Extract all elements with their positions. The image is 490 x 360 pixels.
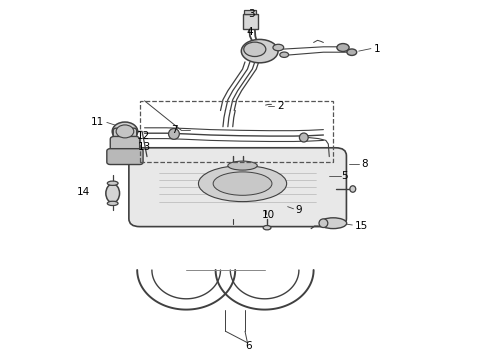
Ellipse shape [213, 172, 272, 195]
Ellipse shape [106, 184, 120, 203]
Text: 6: 6 [245, 341, 252, 351]
Ellipse shape [107, 181, 118, 185]
FancyBboxPatch shape [110, 136, 140, 155]
Text: 11: 11 [91, 117, 104, 127]
Text: 3: 3 [248, 9, 255, 19]
Ellipse shape [280, 52, 289, 57]
Ellipse shape [319, 219, 328, 228]
Ellipse shape [299, 133, 308, 142]
Text: 1: 1 [373, 44, 380, 54]
Ellipse shape [319, 218, 347, 229]
FancyBboxPatch shape [129, 148, 346, 227]
Text: 13: 13 [138, 142, 151, 152]
Text: 8: 8 [362, 159, 368, 169]
Ellipse shape [273, 44, 284, 51]
Ellipse shape [263, 225, 271, 230]
Ellipse shape [242, 40, 278, 63]
Text: 5: 5 [342, 171, 348, 181]
Ellipse shape [337, 44, 349, 51]
Ellipse shape [350, 186, 356, 192]
Bar [140, 101, 333, 162]
Ellipse shape [198, 166, 287, 202]
Bar [243, 14, 258, 29]
Ellipse shape [116, 125, 134, 138]
Text: 14: 14 [77, 186, 90, 197]
Ellipse shape [228, 161, 257, 170]
Ellipse shape [347, 49, 357, 55]
Ellipse shape [112, 122, 138, 141]
Text: 15: 15 [355, 221, 368, 231]
Ellipse shape [107, 201, 118, 206]
Ellipse shape [244, 42, 266, 57]
Text: 2: 2 [277, 101, 284, 111]
Ellipse shape [169, 129, 179, 139]
Text: 9: 9 [295, 204, 302, 215]
FancyBboxPatch shape [113, 128, 137, 143]
FancyBboxPatch shape [107, 149, 143, 165]
Text: 7: 7 [171, 125, 177, 135]
Bar [244, 10, 256, 14]
Text: 12: 12 [137, 131, 150, 141]
Text: 4: 4 [246, 27, 253, 37]
Text: 10: 10 [262, 210, 274, 220]
